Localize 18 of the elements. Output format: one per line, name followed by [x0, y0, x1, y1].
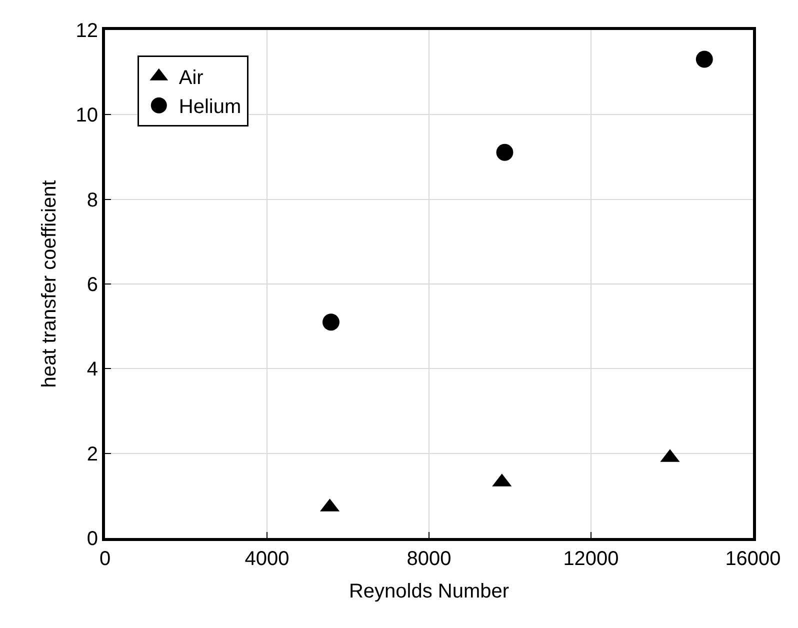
y-tick-label: 6	[86, 274, 98, 296]
legend-label: Air	[178, 67, 204, 90]
y-axis-title: heat transfer coefficient	[38, 180, 60, 388]
y-tick-label: 10	[76, 104, 98, 127]
x-tick-label: 4000	[244, 548, 290, 570]
y-tick-label: 0	[86, 528, 98, 550]
x-tick-label: 12000	[563, 548, 619, 570]
legend-label: Helium	[178, 96, 242, 118]
point	[496, 144, 514, 161]
point	[322, 314, 340, 331]
y-tick-label: 8	[86, 189, 98, 212]
x-axis-title: Reynolds Number	[348, 580, 510, 602]
x-tick-label: 8000	[406, 548, 452, 570]
x-tick-label: 16000	[725, 548, 781, 570]
point	[696, 50, 713, 68]
y-tick-label: 12	[76, 20, 98, 42]
y-tick-label: 4	[86, 358, 98, 381]
y-tick-label: 2	[86, 443, 98, 466]
